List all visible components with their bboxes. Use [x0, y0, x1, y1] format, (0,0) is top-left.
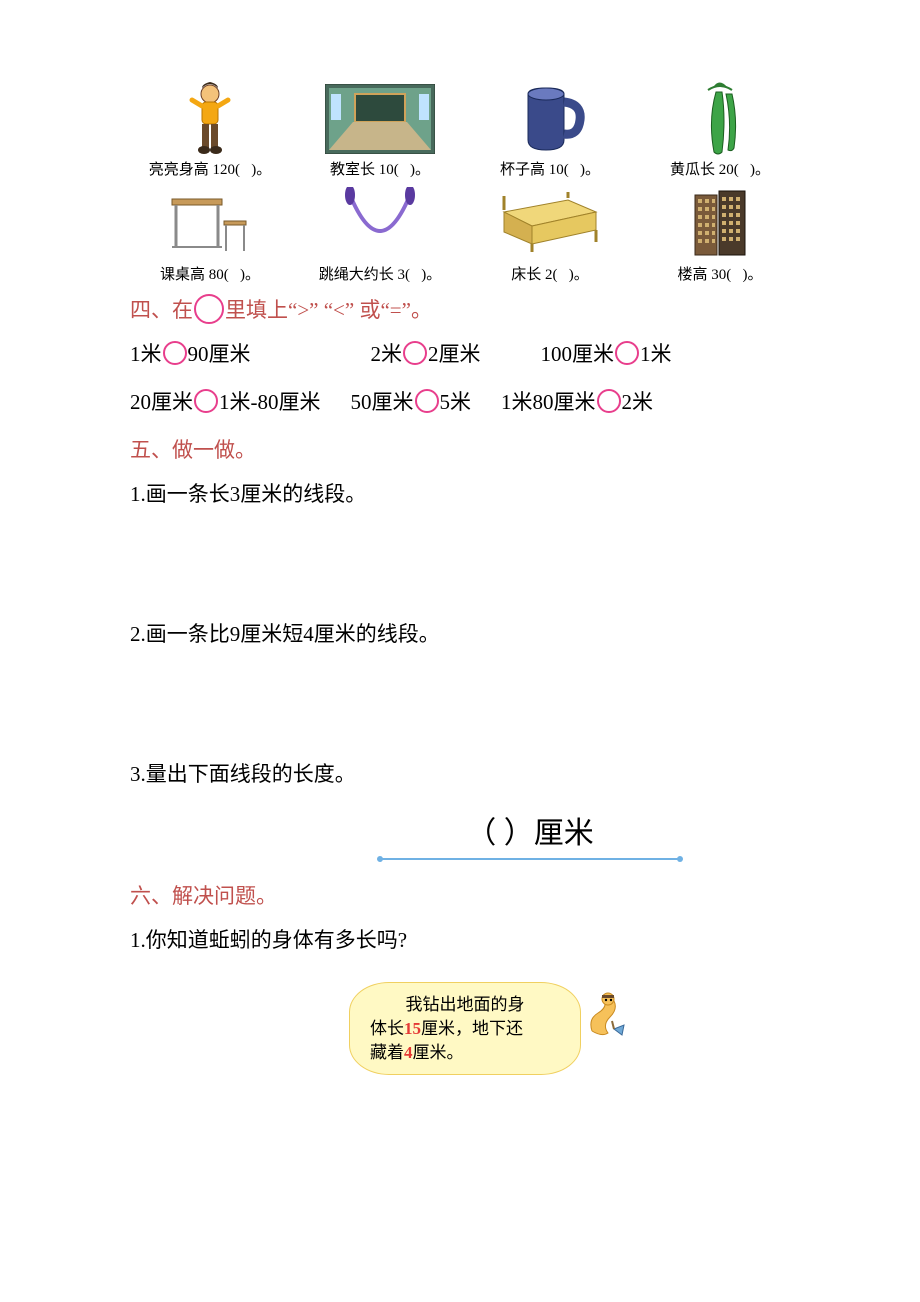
circle-icon	[194, 294, 224, 324]
cell-cup: 杯子高 10( )。	[470, 80, 630, 179]
caption-building: 楼高 30( )。	[640, 263, 800, 284]
image-grid-row2: 课桌高 80( )。 跳绳大约长 3( )。	[130, 185, 800, 284]
section4-title-pre: 四、在	[130, 294, 193, 324]
jumprope-icon	[300, 185, 460, 263]
caption-cucumber: 黄瓜长 20( )。	[640, 158, 800, 179]
desk-icon	[130, 185, 290, 263]
cell-building: 楼高 30( )。	[640, 185, 800, 284]
bubble-line2: 体长15厘米，地下还	[370, 1017, 560, 1041]
boy-icon	[130, 80, 290, 158]
expr-2d: 5米	[440, 386, 472, 416]
circle-blank[interactable]	[194, 389, 218, 413]
expr-2e: 1米80厘米	[501, 386, 596, 416]
measure-block: （ ）厘米	[260, 808, 800, 860]
bed-icon	[470, 185, 630, 263]
caption-cup: 杯子高 10( )。	[470, 158, 630, 179]
caption-classroom: 教室长 10( )。	[300, 158, 460, 179]
cucumber-icon	[640, 80, 800, 158]
section5-q2: 2.画一条比9厘米短4厘米的线段。	[130, 618, 800, 648]
section5-title: 五、做一做。	[130, 434, 800, 464]
circle-blank[interactable]	[615, 341, 639, 365]
section5-q3: 3.量出下面线段的长度。	[130, 758, 800, 788]
expr-2b: 1米-80厘米	[219, 386, 321, 416]
caption-desk: 课桌高 80( )。	[130, 263, 290, 284]
image-grid-row1: 亮亮身高 120( )。 教室长 10( )。	[130, 80, 800, 179]
measure-label: （ ）厘米	[260, 808, 800, 852]
speech-bubble-wrap: 我钻出地面的身 体长15厘米，地下还 藏着4厘米。	[130, 982, 800, 1075]
expr-2a: 20厘米	[130, 386, 193, 416]
cell-bed: 床长 2( )。	[470, 185, 630, 284]
section4-title-post: 里填上“>” “<” 或“=”。	[225, 294, 432, 324]
expr-1d: 2厘米	[428, 338, 481, 368]
cell-cucumber: 黄瓜长 20( )。	[640, 80, 800, 179]
expr-1c: 2米	[371, 338, 403, 368]
section6-q1: 1.你知道蚯蚓的身体有多长吗?	[130, 924, 800, 954]
caption-boy: 亮亮身高 120( )。	[130, 158, 290, 179]
section5-q1: 1.画一条长3厘米的线段。	[130, 478, 800, 508]
section6-title: 六、解决问题。	[130, 880, 800, 910]
circle-blank[interactable]	[163, 341, 187, 365]
expr-2c: 50厘米	[351, 386, 414, 416]
circle-blank[interactable]	[403, 341, 427, 365]
cell-desk: 课桌高 80( )。	[130, 185, 290, 284]
worksheet-page: 亮亮身高 120( )。 教室长 10( )。	[0, 0, 920, 1135]
earthworm-icon	[584, 991, 628, 1048]
caption-rope: 跳绳大约长 3( )。	[300, 263, 460, 284]
expr-1f: 1米	[640, 338, 672, 368]
classroom-icon	[300, 80, 460, 158]
expr-2f: 2米	[622, 386, 654, 416]
line-segment	[380, 858, 680, 860]
compare-row-2: 20厘米 1米-80厘米 50厘米 5米 1米80厘米 2米	[130, 386, 800, 416]
expr-1e: 100厘米	[541, 338, 615, 368]
cell-classroom: 教室长 10( )。	[300, 80, 460, 179]
bubble-line3: 藏着4厘米。	[370, 1041, 560, 1065]
cell-boy: 亮亮身高 120( )。	[130, 80, 290, 179]
cup-icon	[470, 80, 630, 158]
building-icon	[640, 185, 800, 263]
expr-1a: 1米	[130, 338, 162, 368]
expr-1b: 90厘米	[188, 338, 251, 368]
bubble-line1: 我钻出地面的身	[370, 993, 560, 1017]
circle-blank[interactable]	[597, 389, 621, 413]
circle-blank[interactable]	[415, 389, 439, 413]
cell-rope: 跳绳大约长 3( )。	[300, 185, 460, 284]
caption-bed: 床长 2( )。	[470, 263, 630, 284]
section4-title: 四、在 里填上“>” “<” 或“=”。	[130, 294, 800, 324]
compare-row-1: 1米 90厘米 2米 2厘米 100厘米 1米	[130, 338, 800, 368]
speech-bubble: 我钻出地面的身 体长15厘米，地下还 藏着4厘米。	[349, 982, 581, 1075]
